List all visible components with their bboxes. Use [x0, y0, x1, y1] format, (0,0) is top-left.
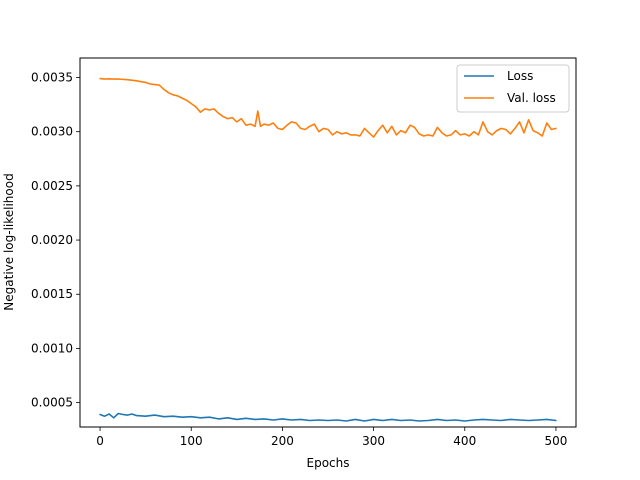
y-tick-label: 0.0020 — [31, 233, 73, 247]
legend-label-val-loss: Val. loss — [507, 91, 556, 105]
x-tick-label: 400 — [453, 434, 476, 448]
y-axis-label: Negative log-likelihood — [2, 173, 16, 310]
y-tick-label: 0.0030 — [31, 125, 73, 139]
x-axis: 0 100 200 300 400 500 — [96, 427, 567, 448]
x-axis-label: Epochs — [307, 456, 350, 470]
series-line-val-loss — [99, 77, 557, 138]
series-layer — [99, 77, 557, 422]
y-axis: 0.0005 0.0010 0.0015 0.0020 0.0025 0.0030 0.00… — [31, 71, 80, 410]
y-tick-label: 0.0035 — [31, 71, 73, 85]
x-tick-label: 200 — [271, 434, 294, 448]
y-tick-label: 0.0025 — [31, 179, 73, 193]
y-tick-label: 0.0015 — [31, 287, 73, 301]
x-tick-label: 0 — [96, 434, 104, 448]
y-tick-label: 0.0010 — [31, 341, 73, 355]
series-line-loss — [99, 412, 557, 422]
legend-label-loss: Loss — [507, 69, 533, 83]
y-tick-label: 0.0005 — [31, 396, 73, 410]
x-tick-label: 500 — [544, 434, 567, 448]
legend: Loss Val. loss — [456, 64, 570, 113]
plot-frame — [79, 57, 577, 428]
x-tick-label: 300 — [362, 434, 385, 448]
x-tick-label: 100 — [180, 434, 203, 448]
